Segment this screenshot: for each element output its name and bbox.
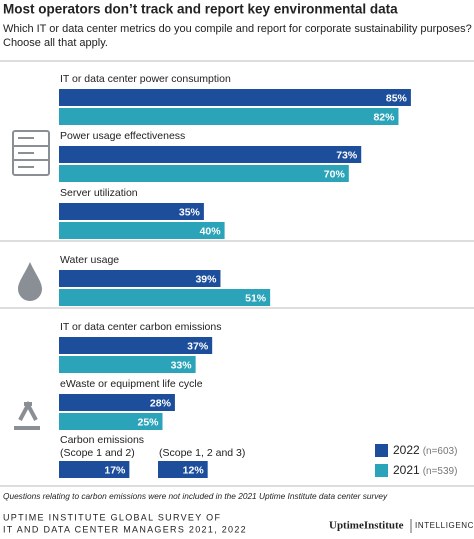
chart-title: Most operators don’t track and report ke… — [3, 2, 398, 17]
logo-product: INTELLIGENCE — [415, 521, 474, 530]
footnote: Questions relating to carbon emissions w… — [3, 491, 388, 501]
water-icon — [18, 262, 42, 301]
bar — [59, 89, 411, 106]
bar — [59, 394, 175, 411]
value-label: 85% — [386, 92, 408, 104]
legend-label: 2022 (n=603) — [393, 443, 457, 457]
category-label: Carbon emissions — [60, 434, 144, 446]
bar — [59, 356, 196, 373]
value-label: 40% — [200, 225, 222, 237]
bar — [59, 289, 271, 306]
legend-name: 2021 — [393, 463, 420, 477]
category-label: Server utilization — [60, 187, 138, 199]
category-label: eWaste or equipment life cycle — [60, 378, 203, 390]
bar — [59, 146, 362, 163]
category-label: IT or data center carbon emissions — [60, 321, 221, 333]
bar — [158, 461, 208, 478]
legend-label: 2021 (n=539) — [393, 463, 457, 477]
category-label: Water usage — [60, 254, 119, 266]
server-icon — [12, 130, 50, 176]
source: UPTIME INSTITUTE GLOBAL SURVEY OF — [3, 512, 221, 522]
legend-note: (n=539) — [423, 466, 458, 477]
value-label: 39% — [195, 273, 217, 285]
chart-subtitle: Choose all that apply. — [3, 37, 108, 49]
value-label: 35% — [179, 206, 201, 218]
value-label: 28% — [150, 397, 172, 409]
recycle-icon — [14, 400, 40, 430]
legend-name: 2022 — [393, 443, 420, 457]
value-label: 25% — [137, 416, 159, 428]
bar — [59, 165, 349, 182]
value-label: 12% — [183, 464, 205, 476]
category-label: Power usage effectiveness — [60, 130, 185, 142]
bar — [59, 337, 213, 354]
value-label: 82% — [373, 111, 395, 123]
bar — [59, 270, 221, 287]
bar — [59, 203, 204, 220]
legend-swatch — [375, 464, 388, 477]
source: IT AND DATA CENTER MANAGERS 2021, 2022 — [3, 524, 247, 534]
logo-brand: UptimeInstitute — [329, 520, 404, 532]
value-label: 51% — [245, 292, 267, 304]
value-label: 73% — [336, 149, 358, 161]
legend-swatch — [375, 444, 388, 457]
category-label: IT or data center power consumption — [60, 73, 231, 85]
value-label: 37% — [187, 340, 209, 352]
value-label: 33% — [171, 359, 193, 371]
value-label: 17% — [104, 464, 126, 476]
value-label: 70% — [324, 168, 346, 180]
legend-note: (n=603) — [423, 446, 458, 457]
category-sublabel: (Scope 1, 2 and 3) — [159, 447, 245, 459]
bar — [59, 108, 399, 125]
bar — [59, 461, 130, 478]
bar — [59, 222, 225, 239]
category-sublabel: (Scope 1 and 2) — [60, 447, 135, 459]
chart-subtitle: Which IT or data center metrics do you c… — [3, 23, 472, 35]
bar — [59, 413, 163, 430]
